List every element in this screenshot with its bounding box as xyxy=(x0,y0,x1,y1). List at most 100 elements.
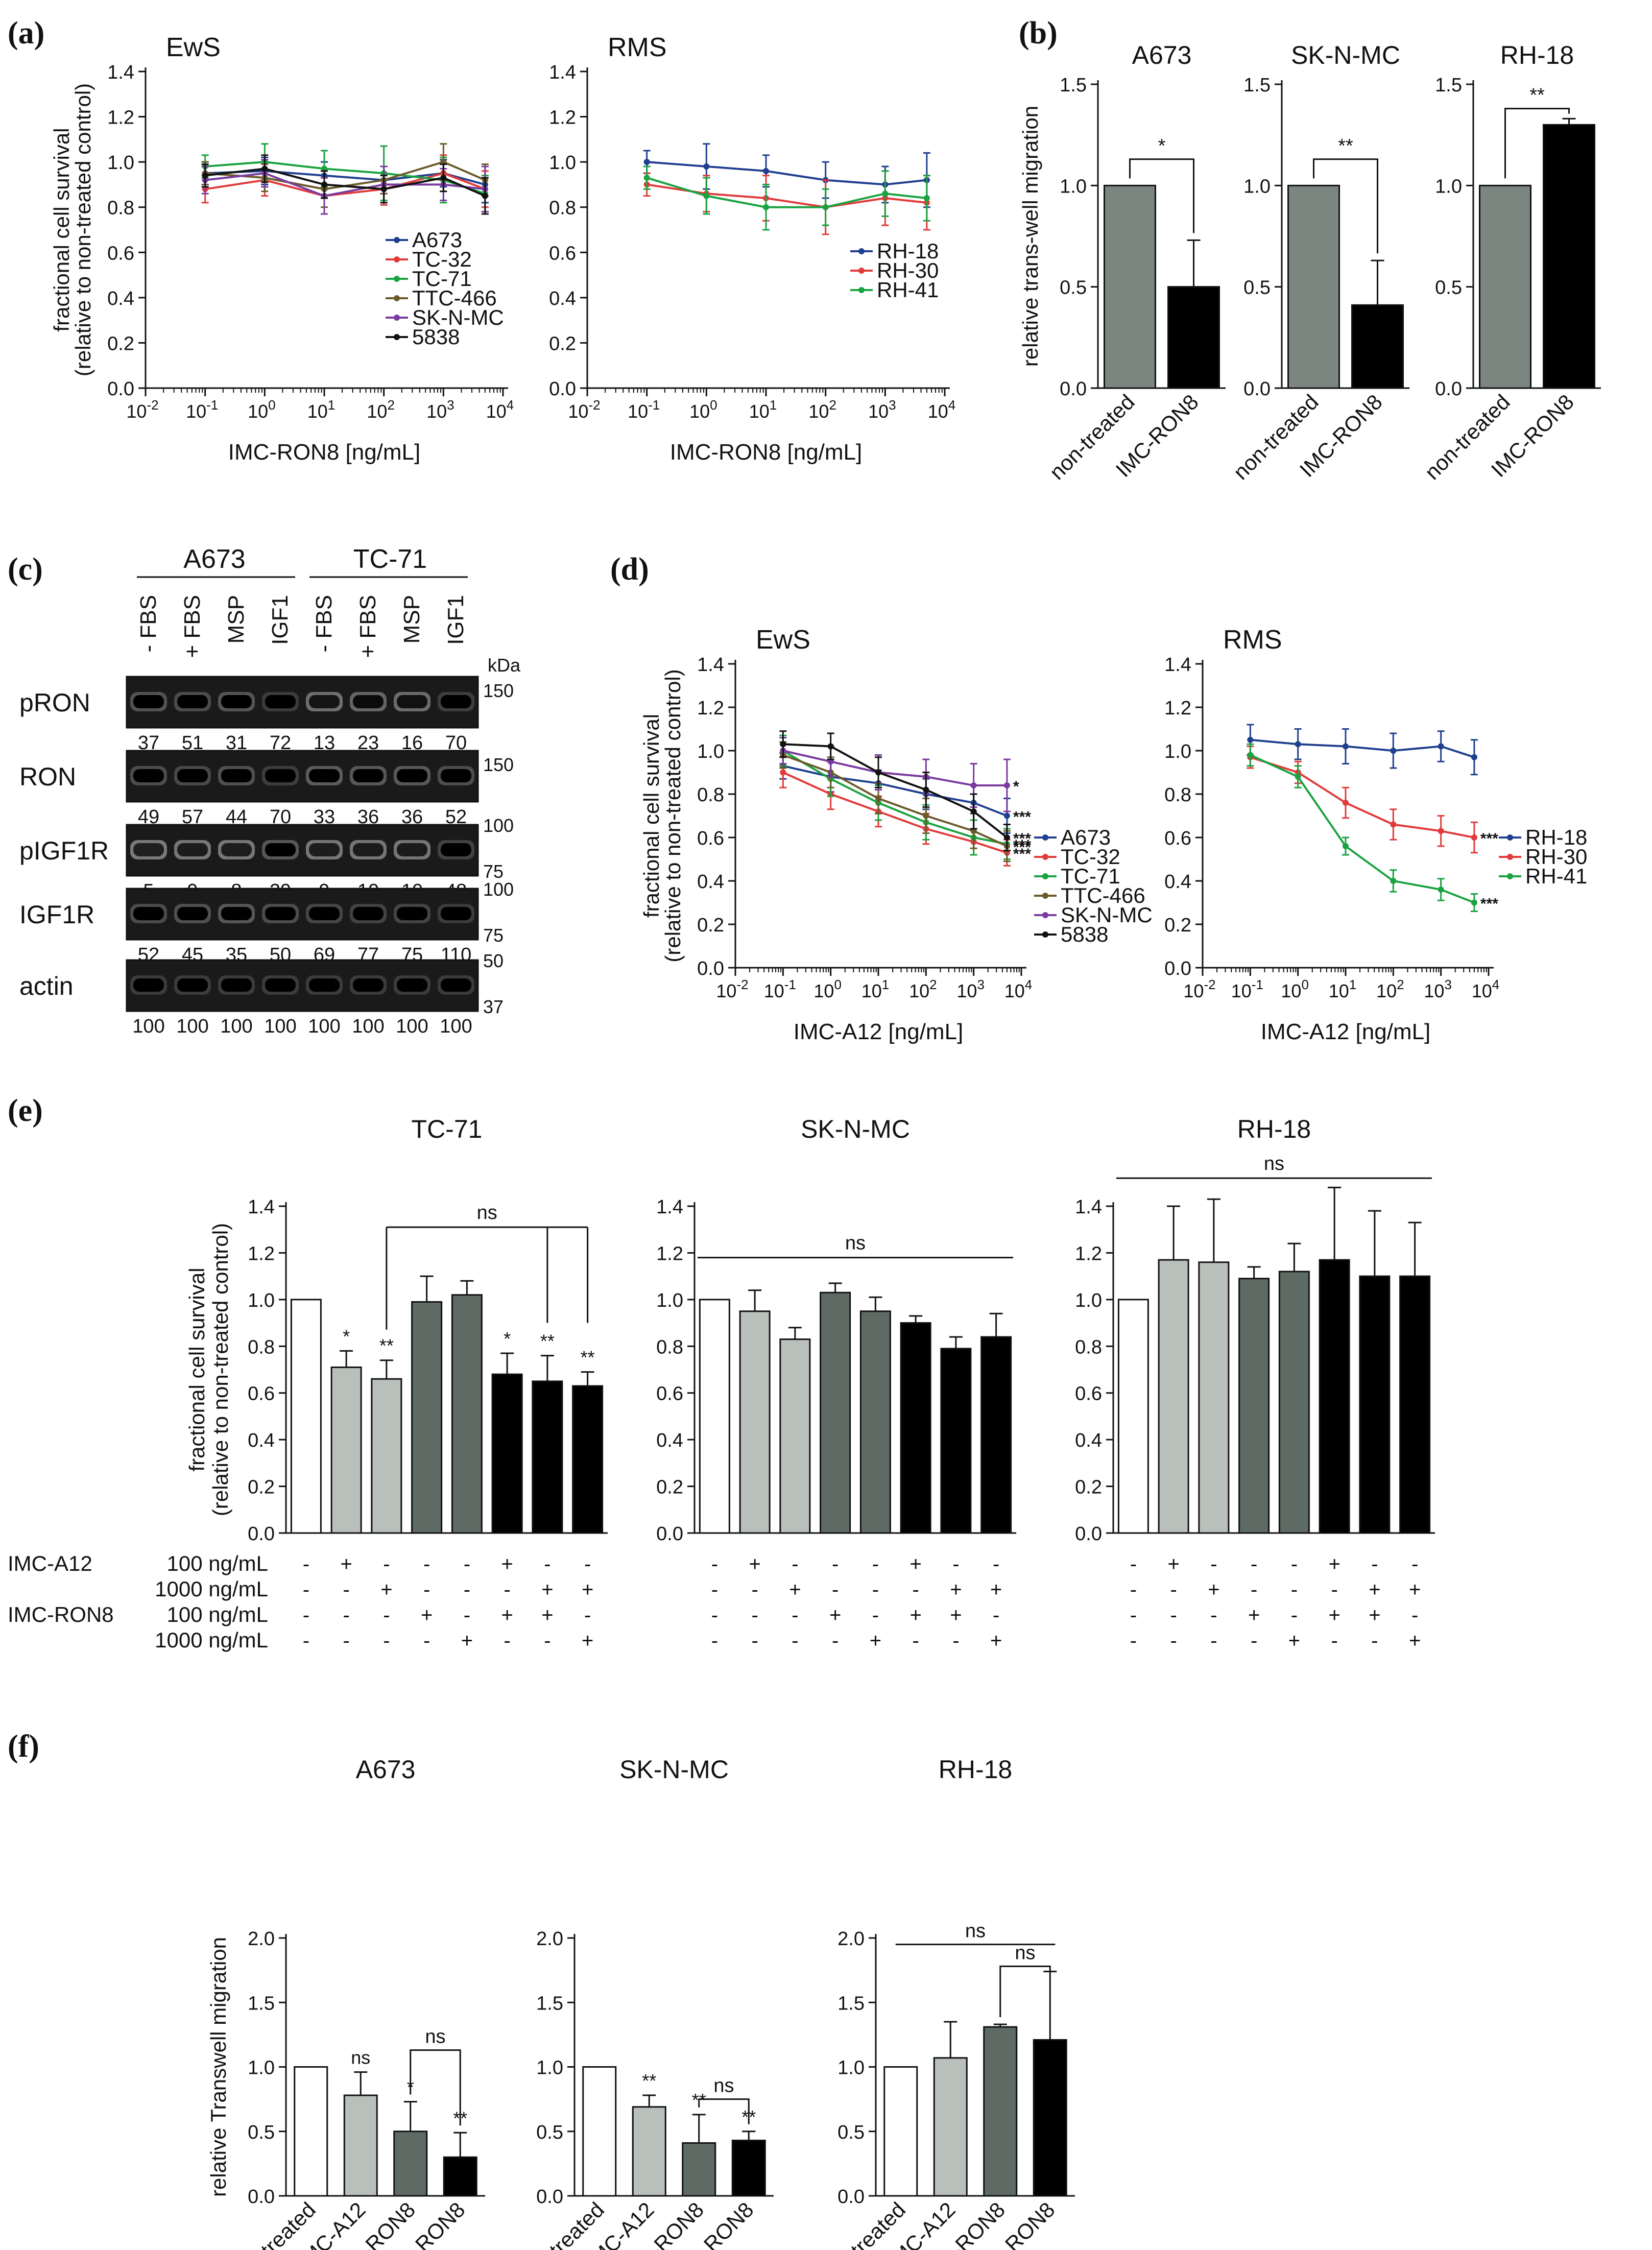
blot-band-core xyxy=(353,769,384,782)
chart-a-ews: (a) EwS 0.0 0.2 0.4 0.6 0.8 1.0 1.2 1.4 10-2 10-1 10… xyxy=(8,16,514,465)
blot-band-core xyxy=(441,769,471,782)
data-point xyxy=(1390,821,1397,828)
legend-marker xyxy=(394,295,400,301)
bar xyxy=(491,1373,523,1534)
bar xyxy=(980,1336,1012,1534)
x-tick-label: 102 xyxy=(909,977,937,1001)
mw-marker: 50 xyxy=(483,950,504,971)
y-tick-label: 1.2 xyxy=(107,107,134,129)
bar xyxy=(1117,1299,1149,1534)
legend-marker xyxy=(1042,834,1048,841)
treatment-sign: - xyxy=(1291,1604,1298,1626)
x-tick-label: 10-2 xyxy=(1183,977,1215,1001)
bar xyxy=(294,2066,328,2197)
y-tick-label: 0.4 xyxy=(549,288,576,309)
significance-star: *** xyxy=(1013,839,1031,856)
blot-band-core xyxy=(265,978,296,992)
legend-marker xyxy=(1507,834,1513,841)
x-axis-label: IMC-A12 [ng/mL] xyxy=(794,1019,964,1044)
y-axis-label: fractional cell survival xyxy=(50,128,74,331)
chart-e-rh18: RH-18 0.0 0.2 0.4 0.6 0.8 1.0 1.2 1.4 ns xyxy=(1075,1115,1435,1545)
treatment-sign: - xyxy=(303,1604,309,1626)
y-tick-label: 1.0 xyxy=(656,1290,683,1311)
x-tick-label: 10-1 xyxy=(1231,977,1263,1001)
blot-band-core xyxy=(177,907,208,920)
treatment-sign: - xyxy=(383,1604,390,1626)
legend-label: SK-N-MC xyxy=(1061,903,1153,927)
series-line xyxy=(782,771,1008,854)
treatment-sign: - xyxy=(343,1604,349,1626)
treatment-sign: - xyxy=(1411,1604,1418,1626)
blot-band-core xyxy=(441,907,471,920)
blot-band-core xyxy=(353,978,384,992)
treatment-sign: - xyxy=(1130,1630,1137,1652)
chart-title: TC-71 xyxy=(412,1115,483,1143)
y-tick-label: 1.5 xyxy=(248,1993,275,2014)
x-tick-label: 10-2 xyxy=(568,397,600,422)
treatment-sign: + xyxy=(541,1578,553,1601)
bracket xyxy=(999,1966,1051,2018)
y-tick-label: 1.4 xyxy=(1075,1196,1102,1218)
series-line xyxy=(783,743,1008,839)
bar xyxy=(933,2057,968,2197)
blot-row-label: actin xyxy=(19,972,74,1000)
lane-label: IGF1 xyxy=(268,595,293,645)
legend-label: TTC-466 xyxy=(1061,883,1145,907)
treatment-sign: - xyxy=(751,1630,758,1652)
legend-label: A673 xyxy=(1061,825,1111,849)
data-point xyxy=(643,175,650,181)
western-blot: (c) A673 TC-71 - FBS + FBS MSP IGF1 - FBS + FBS M… xyxy=(8,544,521,1037)
blot-row-label: pRON xyxy=(19,688,90,717)
blot-band-core xyxy=(177,843,208,856)
series-line xyxy=(205,172,486,197)
y-tick-label: 0.6 xyxy=(549,243,576,264)
y-tick-label: 0.5 xyxy=(1060,277,1087,299)
lane-label: - FBS xyxy=(312,595,337,652)
significance-label: ** xyxy=(540,1331,555,1352)
chart-e-sknmc: SK-N-MC 0.0 0.2 0.4 0.6 0.8 1.0 1.2 1.4 ns xyxy=(656,1115,1016,1545)
treatment-sign: - xyxy=(584,1604,591,1626)
treatment-sign: - xyxy=(464,1578,470,1601)
y-tick-label: 1.2 xyxy=(1164,698,1191,719)
treatment-sign: + xyxy=(1288,1630,1300,1652)
chart-e-tc71: (e) TC-71 0.0 0.2 0.4 0.6 0.8 1.0 1.2 1.4 fraction… xyxy=(8,1093,608,1545)
series-line xyxy=(1250,738,1475,758)
significance-star: * xyxy=(1013,778,1019,795)
blot-band-core xyxy=(397,907,427,920)
legend-label: TC-71 xyxy=(1061,864,1120,888)
data-point xyxy=(822,204,829,210)
y-tick-label: 0.4 xyxy=(697,871,724,893)
series-line xyxy=(782,750,1008,845)
legend-marker xyxy=(1042,931,1048,938)
x-tick-label: 100 xyxy=(689,397,717,422)
densitometry-value: 100 xyxy=(132,1016,164,1037)
treatment-sign: - xyxy=(1130,1578,1137,1601)
y-tick-label: 0.0 xyxy=(837,2186,865,2208)
bar xyxy=(1543,124,1595,389)
data-point xyxy=(1247,752,1254,758)
bracket-label: ns xyxy=(1264,1153,1284,1175)
y-tick-label: 0.6 xyxy=(656,1383,683,1405)
treatment-sign: - xyxy=(1251,1578,1257,1601)
y-axis-label: relative trans-well migration xyxy=(1018,106,1042,367)
y-tick-label: 2.0 xyxy=(248,1928,275,1950)
bar xyxy=(1399,1275,1431,1534)
data-point xyxy=(827,743,834,750)
x-tick-label: 100 xyxy=(813,977,842,1001)
treatment-sign: + xyxy=(749,1553,760,1575)
y-tick-label: 0.8 xyxy=(107,198,134,219)
treatment-sign: - xyxy=(464,1553,470,1575)
densitometry-value: 100 xyxy=(264,1016,296,1037)
bar xyxy=(1167,286,1220,389)
treatment-sign: - xyxy=(584,1553,591,1575)
treatment-sign: - xyxy=(1331,1630,1337,1652)
data-point xyxy=(923,195,930,201)
y-tick-label: 1.4 xyxy=(248,1196,275,1218)
treatment-table: IMC-A12 100 ng/mL - + - - - + - - - + - - - + - - - + - - - + - -… xyxy=(8,1551,1421,1652)
panel-letter: (e) xyxy=(8,1093,43,1128)
legend-label: RH-41 xyxy=(877,278,939,302)
treatment-sign: - xyxy=(1331,1578,1337,1601)
series-RH-41 xyxy=(1247,743,1478,912)
chart-title: RH-18 xyxy=(939,1755,1012,1784)
blot-band-core xyxy=(309,843,340,856)
